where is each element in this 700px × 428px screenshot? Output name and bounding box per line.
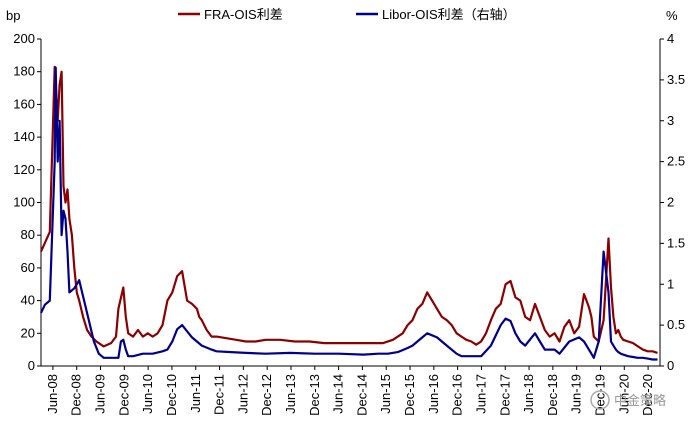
x-tick-label: Jun-16: [426, 374, 441, 414]
x-tick-label: Dec-10: [164, 374, 179, 416]
x-tick-label: Dec-19: [592, 374, 607, 416]
series-layer: [39, 65, 658, 361]
y-right-tick-label: 2.5: [667, 154, 685, 169]
x-tick-label: Jun-15: [378, 374, 393, 414]
y-right-tick-label: 1: [667, 276, 674, 291]
y-right-unit: %: [666, 8, 678, 23]
x-tick-label: Jun-18: [521, 374, 536, 414]
legend-label: Libor-OIS利差（右轴）: [382, 7, 516, 22]
y-right-tick-label: 3: [667, 113, 674, 128]
x-tick-label: Jun-14: [331, 374, 346, 414]
x-tick-label: Dec-14: [354, 374, 369, 416]
x-tick-label: Jun-12: [235, 374, 250, 414]
wechat-icon: [590, 390, 610, 410]
watermark: 中金策略: [590, 390, 666, 410]
y-left-tick-label: 80: [21, 227, 35, 242]
x-tick-label: Dec-13: [307, 374, 322, 416]
x-tick-label: Jun-11: [188, 374, 203, 413]
x-tick-label: Jun-17: [473, 374, 488, 414]
x-tick-label: Dec-15: [402, 374, 417, 416]
y-left-unit: bp: [6, 8, 20, 23]
x-tick-label: Dec-17: [497, 374, 512, 416]
y-left-tick-label: 180: [13, 64, 35, 79]
x-tick-label: Dec-11: [212, 374, 227, 415]
y-right-tick-label: 2: [667, 195, 674, 210]
x-tick-label: Dec-16: [450, 374, 465, 416]
x-tick-label: Jun-19: [569, 374, 584, 414]
y-left-tick-label: 200: [13, 31, 35, 46]
y-left-tick-label: 140: [13, 129, 35, 144]
y-right-tick-label: 0.5: [667, 317, 685, 332]
x-tick-label: Jun-10: [140, 374, 155, 414]
x-tick-label: Dec-20: [640, 374, 655, 416]
x-tick-label: Dec-08: [69, 374, 84, 416]
legend: FRA-OIS利差 Libor-OIS利差（右轴）: [178, 7, 516, 22]
y-right-tick-label: 1.5: [667, 235, 685, 250]
y-left-tick-label: 100: [13, 195, 35, 210]
libor-ois-series-line: [40, 66, 658, 361]
x-tick-label: Dec-09: [116, 374, 131, 416]
y-left-tick-label: 20: [21, 325, 35, 340]
x-tick-label: Jun-20: [616, 374, 631, 414]
axes: 0 20 40 60 80 100 120 140 160 180 200 0 0.5 1 1.5 2 2.5 3…: [6, 8, 685, 416]
fra-ois-series-line: [39, 65, 658, 354]
y-left-tick-label: 120: [13, 162, 35, 177]
x-tick-label: Dec-18: [545, 374, 560, 416]
watermark-text: 中金策略: [614, 393, 666, 408]
x-tick-label: Jun-09: [93, 374, 108, 414]
y-right-tick-label: 4: [667, 31, 674, 46]
legend-label: FRA-OIS利差: [204, 7, 283, 22]
y-right-tick-label: 3.5: [667, 72, 685, 87]
y-left-tick-label: 0: [28, 358, 35, 373]
y-left-tick-label: 40: [21, 293, 35, 308]
x-tick-label: Dec-12: [259, 374, 274, 416]
y-right-tick-label: 0: [667, 358, 674, 373]
x-tick-label: Jun-13: [283, 374, 298, 414]
y-left-tick-label: 60: [21, 260, 35, 275]
x-tick-label: Jun-08: [45, 374, 60, 414]
y-left-tick-label: 160: [13, 96, 35, 111]
